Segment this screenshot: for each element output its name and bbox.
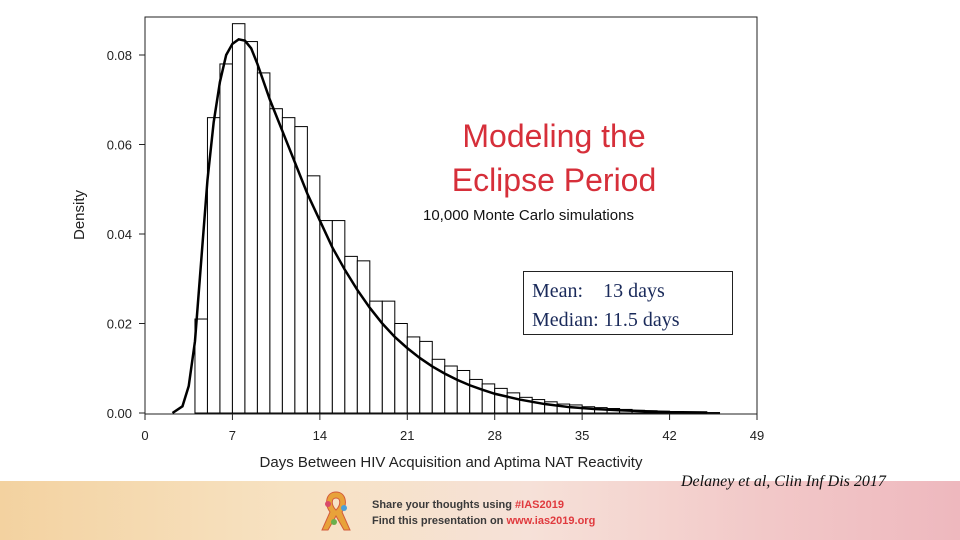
mean-stat: Mean: 13 days [532,280,665,302]
stats-box: Mean: 13 days Median: 11.5 days [523,271,733,335]
histogram-bar-5 [256,72,271,414]
histogram-bar-24 [494,387,508,414]
histogram-bar-4 [244,41,258,414]
histogram-bar-23 [481,383,496,414]
histogram-bar-20 [444,365,458,414]
y-tick-label-4: 0.08 [107,48,132,63]
histogram-bar-14 [369,300,383,414]
ias-ribbon-logo [321,491,351,531]
histogram-bar-10 [319,220,333,414]
y-axis: 0.00 0.02 0.04 0.06 0.08 [107,48,145,421]
density-curve [171,38,708,415]
histogram-bar-6 [269,108,283,414]
y-tick-label-2: 0.04 [107,227,132,242]
x-axis: 0 7 14 21 28 35 42 49 [141,414,764,443]
histogram-bar-3 [231,23,246,414]
x-tick-label-1: 7 [229,428,236,443]
histogram-bar-9 [306,175,321,414]
median-stat: Median: 11.5 days [532,309,680,331]
x-axis-title: Days Between HIV Acquisition and Aptima … [260,454,643,471]
histogram-bar-15 [381,300,396,414]
y-tick-label-1: 0.02 [107,317,132,332]
x-tick-label-0: 0 [141,428,148,443]
histogram-bar-7 [281,117,296,414]
chart-title-line-2: Eclipse Period [451,162,657,198]
x-tick-label-2: 14 [313,428,327,443]
footer-banner [0,481,960,540]
histogram-bar-22 [469,378,483,414]
footer-hashtag: #IAS2019 [515,499,564,511]
histogram-bar-18 [419,340,433,414]
histogram-bar-16 [394,323,408,414]
x-tick-label-7: 49 [750,428,764,443]
footer-url[interactable]: www.ias2019.org [506,515,596,527]
x-tick-label-3: 21 [400,428,414,443]
footer-find-prefix: Find this presentation on [372,515,507,527]
chart-subtitle: 10,000 Monte Carlo simulations [423,207,634,224]
x-tick-label-6: 42 [662,428,676,443]
citation: Delaney et al, Clin Inf Dis 2017 [681,473,886,490]
footer-share-text: Share your thoughts using #IAS2019 [372,499,564,511]
x-tick-label-5: 35 [575,428,589,443]
histogram-bar-2 [219,63,233,414]
x-tick-label-4: 28 [487,428,501,443]
footer-find-text: Find this presentation on www.ias2019.or… [372,515,595,527]
y-tick-label-0: 0.00 [107,406,132,421]
y-tick-label-3: 0.06 [107,138,132,153]
histogram-bars [194,23,721,414]
histogram-bar-21 [456,369,471,414]
histogram-bar-13 [356,260,371,414]
chart-title-line-1: Modeling the [462,118,646,154]
histogram-chart: 0 7 14 21 28 35 42 49 0.00 0.02 0.04 0.06 0.08 Days… [71,16,764,471]
y-axis-title: Density [71,189,88,240]
footer-share-prefix: Share your thoughts using [372,499,516,511]
